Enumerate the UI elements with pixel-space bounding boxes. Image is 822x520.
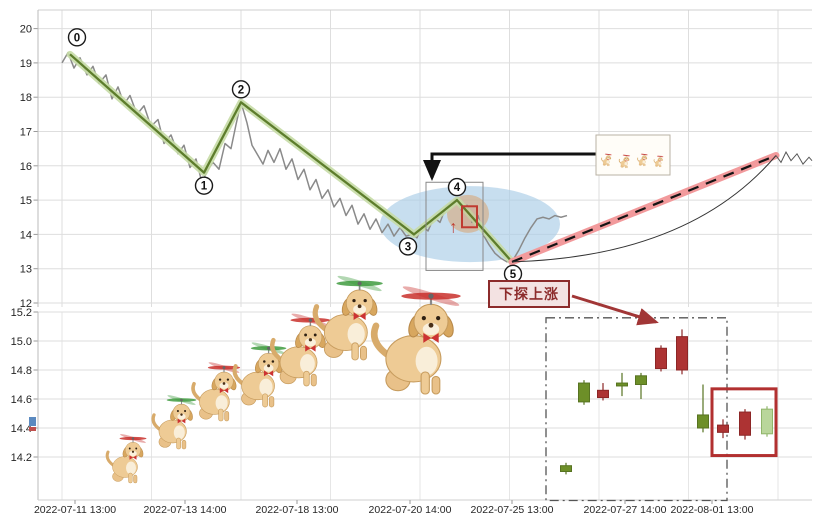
bottom-ytick-label: 15.2	[11, 307, 32, 319]
flying-puppy	[151, 395, 197, 450]
annotation-arrow	[571, 294, 659, 326]
candlestick	[739, 411, 751, 436]
zigzag-line	[69, 53, 513, 263]
top-ytick-label: 16	[20, 161, 32, 173]
inset-thumbnail	[595, 134, 671, 176]
svg-text:5: 5	[510, 269, 517, 281]
flying-puppy	[191, 362, 241, 422]
top-ytick-label: 14	[20, 229, 32, 241]
candlestick	[761, 408, 773, 435]
candlestick	[676, 336, 688, 371]
svg-text:3: 3	[405, 241, 411, 253]
flying-puppy	[370, 286, 461, 395]
flying-puppy	[637, 153, 648, 167]
right-end-squiggle	[775, 151, 813, 165]
svg-text:1: 1	[201, 181, 208, 193]
dip-rise-annotation-label: 下探上涨	[488, 280, 570, 308]
svg-text:0: 0	[74, 32, 80, 44]
wave-number-badge: 0	[67, 28, 87, 47]
flying-puppy	[312, 275, 383, 361]
gridlines	[33, 9, 812, 504]
flying-puppy	[618, 154, 631, 169]
dashdot-zone-box	[545, 317, 728, 502]
wave-number-badge: 1	[194, 176, 214, 195]
top-ytick-label: 13	[20, 264, 32, 276]
red-square-marker	[461, 205, 478, 229]
flying-puppy	[232, 342, 287, 408]
flying-puppy	[269, 313, 331, 387]
thin-curve	[511, 155, 777, 263]
axis-labels: 20191817161514131215.215.014.814.614.414…	[11, 24, 754, 516]
top-ytick-label: 15	[20, 195, 32, 207]
top-ytick-label: 20	[20, 24, 32, 36]
wave-number-badge: 3	[398, 237, 418, 256]
xtick-label: 2022-07-13 14:00	[144, 504, 227, 516]
candlestick	[717, 424, 729, 433]
left-edge-mark	[29, 427, 36, 431]
forecast-dashed-line	[511, 154, 777, 263]
candlestick	[560, 465, 572, 473]
candlestick	[635, 375, 647, 385]
black-pointer-arrow	[423, 152, 597, 181]
xtick-label: 2022-07-25 13:00	[471, 504, 554, 516]
candlestick	[697, 414, 709, 429]
bottom-ytick-label: 14.2	[11, 452, 32, 464]
top-ytick-label: 19	[20, 58, 32, 70]
xtick-label: 2022-07-27 14:00	[584, 504, 667, 516]
flying-puppy	[653, 155, 664, 168]
top-panel-price-chart: ↑ 0 1 2 3 4 5	[61, 28, 813, 284]
candlestick	[655, 347, 667, 370]
top-ytick-label: 12	[20, 298, 32, 310]
bottom-ytick-label: 15.0	[11, 336, 32, 348]
red-up-arrow-icon: ↑	[449, 218, 458, 237]
red-highlight-box	[710, 387, 778, 458]
flying-puppy	[105, 434, 147, 484]
svg-text:4: 4	[454, 182, 461, 194]
candlestick	[616, 382, 628, 387]
xtick-label: 2022-07-20 14:00	[369, 504, 452, 516]
wave-number-badge: 4	[447, 177, 467, 197]
top-ytick-label: 18	[20, 92, 32, 104]
wave-number-badge: 2	[231, 80, 251, 99]
candlestick	[597, 389, 609, 399]
bottom-ytick-label: 14.8	[11, 365, 32, 377]
xtick-label: 2022-07-11 13:00	[34, 504, 116, 516]
bottom-ytick-label: 14.6	[11, 394, 32, 406]
left-edge-mark	[29, 417, 36, 426]
svg-text:2: 2	[238, 84, 244, 96]
candlestick	[578, 382, 590, 403]
top-ytick-label: 17	[20, 127, 32, 139]
xtick-label: 2022-07-18 13:00	[256, 504, 339, 516]
bottom-ytick-label: 14.4	[11, 423, 32, 435]
xtick-label: 2022-08-01 13:00	[671, 504, 754, 516]
flying-puppy	[601, 153, 612, 167]
